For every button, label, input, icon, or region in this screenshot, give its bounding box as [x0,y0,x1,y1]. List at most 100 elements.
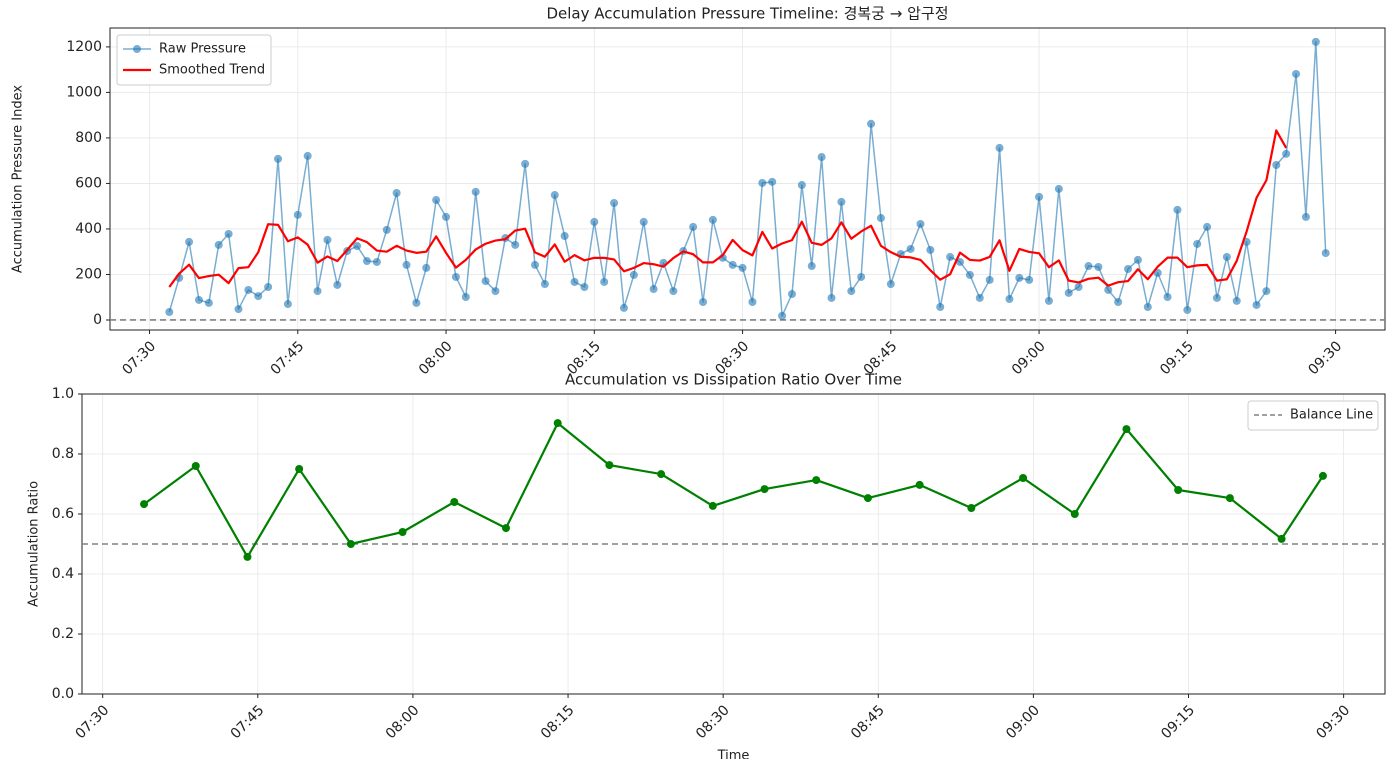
data-point [412,298,421,307]
legend-box [1247,400,1379,431]
data-point [274,154,283,163]
data-point [639,217,648,226]
data-point [481,277,490,286]
x-tick-label: 08:30 [693,702,733,742]
data-point [1174,486,1183,494]
data-point [313,287,322,296]
y-tick-label: 1200 [66,39,102,55]
data-point [501,524,510,533]
x-tick-label: 07:30 [119,338,159,378]
data-point [450,498,459,506]
x-tick-label: 08:15 [538,702,578,742]
x-tick-label: 08:00 [383,702,423,742]
data-point [243,552,252,561]
data-point [590,217,599,226]
data-point [807,262,816,271]
y-tick-label: 200 [75,266,102,282]
x-tick-label: 09:15 [1157,338,1197,378]
data-point [1225,494,1234,503]
data-point [1084,262,1093,271]
data-point [511,240,520,249]
data-point [244,285,253,294]
y-tick-label: 0.0 [52,686,74,702]
data-point [1173,205,1182,214]
data-point [224,229,233,238]
data-point [362,257,371,266]
data-point [194,295,203,304]
data-point [916,219,925,228]
series-line [168,41,1327,317]
data-point [1163,293,1172,302]
data-point [886,280,895,289]
data-point [1252,300,1261,309]
x-tick-label: 08:00 [416,338,456,378]
data-point [708,501,717,510]
data-point [708,215,717,224]
legend: Balance Line [1247,400,1379,431]
data-point [1124,265,1133,274]
data-point [471,187,480,196]
data-point [863,494,872,503]
data-point [867,119,876,128]
data-point [827,293,836,302]
plot-frame [109,27,1386,331]
data-point [451,272,460,281]
data-point [657,470,666,479]
data-point [1272,161,1281,170]
data-point [398,528,407,536]
x-tick-label: 07:30 [72,702,112,742]
x-tick-label: 09:00 [1009,338,1049,378]
data-point [915,480,924,489]
data-point [906,244,915,253]
data-point [1074,282,1083,291]
legend-box [116,34,272,86]
data-point [165,308,174,317]
data-point [649,285,658,294]
x-tick-label: 09:30 [1313,702,1353,742]
data-point [185,237,194,246]
data-point [402,260,411,269]
y-axis-label: Accumulation Pressure Index [11,85,26,273]
legend-label: Smoothed Trend [159,63,265,78]
data-point [619,303,628,312]
legend-label: Raw Pressure [159,42,246,57]
data-point [1183,305,1192,314]
data-point [1070,510,1079,518]
data-point [254,292,263,301]
data-point [1277,534,1286,543]
data-point [1212,293,1221,302]
data-point [392,188,401,197]
data-point [1005,295,1014,304]
data-point [738,263,747,272]
y-tick-label: 0.8 [52,446,74,462]
data-point [1122,425,1131,434]
data-point [1143,303,1152,312]
data-point [965,270,974,279]
data-point [956,257,964,266]
data-point [521,159,530,168]
data-point [600,277,609,286]
data-point [699,298,708,307]
x-tick-label: 07:45 [228,702,268,742]
data-point [1232,296,1241,305]
data-point [140,500,149,509]
data-point [995,143,1004,152]
data-point [728,260,737,269]
subplot-title: Delay Accumulation Pressure Timeline: 경복… [546,5,948,23]
y-tick-label: 0.2 [52,626,74,642]
data-point [570,277,579,286]
data-point [876,214,885,223]
data-point [531,260,539,269]
y-tick-label: 1.0 [52,386,74,402]
data-point [748,298,757,307]
data-point [461,293,470,302]
data-point [323,235,332,244]
data-point [333,280,342,289]
data-point [610,199,619,208]
data-point [1094,262,1103,271]
data-point [1311,37,1320,46]
data-point [1064,288,1073,297]
data-point [760,485,769,494]
data-point [669,287,678,296]
